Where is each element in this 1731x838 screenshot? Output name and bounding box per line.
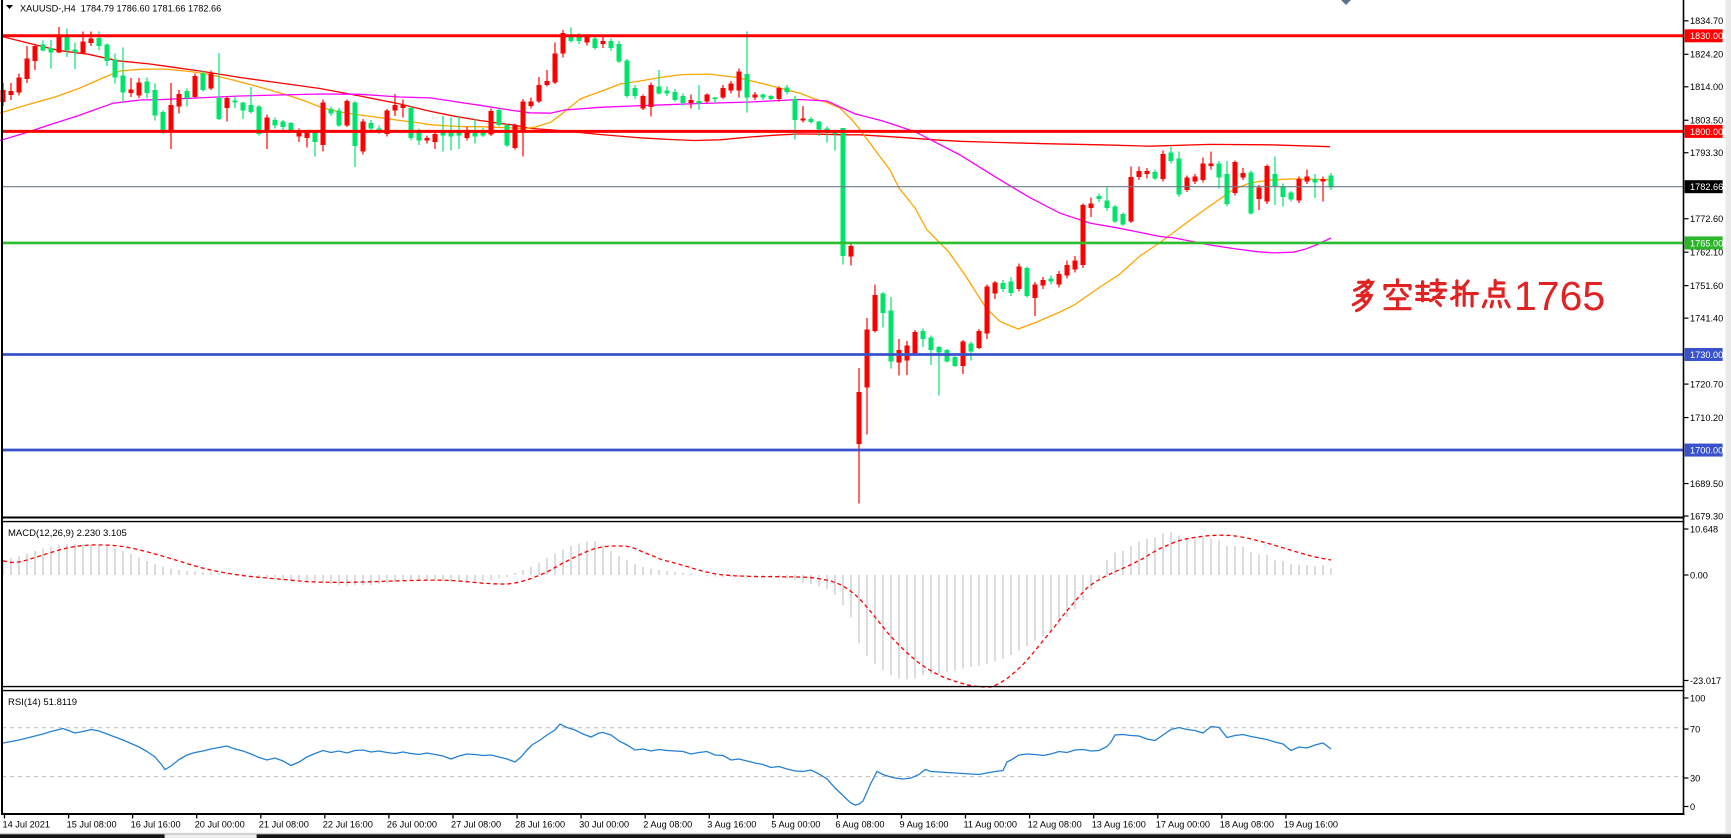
- svg-text:1689.50: 1689.50: [1690, 479, 1723, 489]
- svg-text:12 Aug 08:00: 12 Aug 08:00: [1028, 820, 1082, 830]
- svg-text:1700.00: 1700.00: [1690, 445, 1723, 455]
- svg-text:0: 0: [1690, 802, 1695, 812]
- svg-text:3 Aug 16:00: 3 Aug 16:00: [707, 820, 756, 830]
- svg-text:1741.40: 1741.40: [1690, 314, 1723, 324]
- svg-text:1762.10: 1762.10: [1690, 248, 1723, 258]
- svg-text:1710.20: 1710.20: [1690, 413, 1723, 423]
- svg-text:MACD(12,26,9) 2.230 3.105: MACD(12,26,9) 2.230 3.105: [8, 528, 127, 539]
- svg-text:1679.30: 1679.30: [1690, 511, 1723, 521]
- svg-text:26 Jul 00:00: 26 Jul 00:00: [387, 820, 437, 830]
- svg-text:30: 30: [1690, 773, 1700, 783]
- svg-text:1814.00: 1814.00: [1690, 82, 1723, 92]
- svg-text:17 Aug 00:00: 17 Aug 00:00: [1156, 820, 1210, 830]
- svg-text:1720.70: 1720.70: [1690, 380, 1723, 390]
- svg-text:21 Jul 08:00: 21 Jul 08:00: [259, 820, 309, 830]
- svg-text:RSI(14) 51.8119: RSI(14) 51.8119: [8, 697, 77, 708]
- svg-text:1751.60: 1751.60: [1690, 281, 1723, 291]
- svg-text:10.648: 10.648: [1690, 524, 1718, 534]
- svg-text:1800.00: 1800.00: [1690, 127, 1723, 137]
- svg-text:13 Aug 16:00: 13 Aug 16:00: [1092, 820, 1146, 830]
- svg-text:1730.00: 1730.00: [1690, 350, 1723, 360]
- svg-text:XAUUSD-,H4 1784.79 1786.60 17: XAUUSD-,H4 1784.79 1786.60 1781.66 1782.…: [20, 4, 221, 14]
- svg-text:28 Jul 16:00: 28 Jul 16:00: [515, 820, 565, 830]
- svg-text:14 Jul 2021: 14 Jul 2021: [3, 820, 51, 830]
- svg-text:2 Aug 08:00: 2 Aug 08:00: [643, 820, 692, 830]
- svg-text:1793.30: 1793.30: [1690, 148, 1723, 158]
- svg-text:6 Aug 08:00: 6 Aug 08:00: [835, 820, 884, 830]
- svg-text:1824.20: 1824.20: [1690, 50, 1723, 60]
- svg-text:15 Jul 08:00: 15 Jul 08:00: [67, 820, 117, 830]
- svg-text:100: 100: [1690, 693, 1705, 703]
- svg-text:1765.00: 1765.00: [1690, 238, 1723, 248]
- svg-text:1803.50: 1803.50: [1690, 116, 1723, 126]
- svg-text:27 Jul 08:00: 27 Jul 08:00: [451, 820, 501, 830]
- svg-text:1782.66: 1782.66: [1690, 182, 1723, 192]
- svg-text:11 Aug 00:00: 11 Aug 00:00: [964, 820, 1017, 830]
- svg-text:-23.017: -23.017: [1690, 676, 1721, 686]
- svg-text:30 Jul 00:00: 30 Jul 00:00: [579, 820, 629, 830]
- svg-text:1834.70: 1834.70: [1690, 16, 1723, 26]
- svg-text:0.00: 0.00: [1690, 570, 1708, 580]
- svg-text:1772.60: 1772.60: [1690, 214, 1723, 224]
- svg-text:19 Aug 16:00: 19 Aug 16:00: [1284, 820, 1338, 830]
- svg-text:9 Aug 16:00: 9 Aug 16:00: [900, 820, 949, 830]
- svg-text:1830.00: 1830.00: [1690, 31, 1723, 41]
- svg-text:5 Aug 00:00: 5 Aug 00:00: [771, 820, 820, 830]
- svg-text:16 Jul 16:00: 16 Jul 16:00: [131, 820, 181, 830]
- svg-text:70: 70: [1690, 724, 1700, 734]
- svg-text:1765: 1765: [1514, 273, 1605, 319]
- svg-text:22 Jul 16:00: 22 Jul 16:00: [323, 820, 373, 830]
- svg-text:18 Aug 08:00: 18 Aug 08:00: [1220, 820, 1274, 830]
- svg-text:20 Jul 00:00: 20 Jul 00:00: [195, 820, 245, 830]
